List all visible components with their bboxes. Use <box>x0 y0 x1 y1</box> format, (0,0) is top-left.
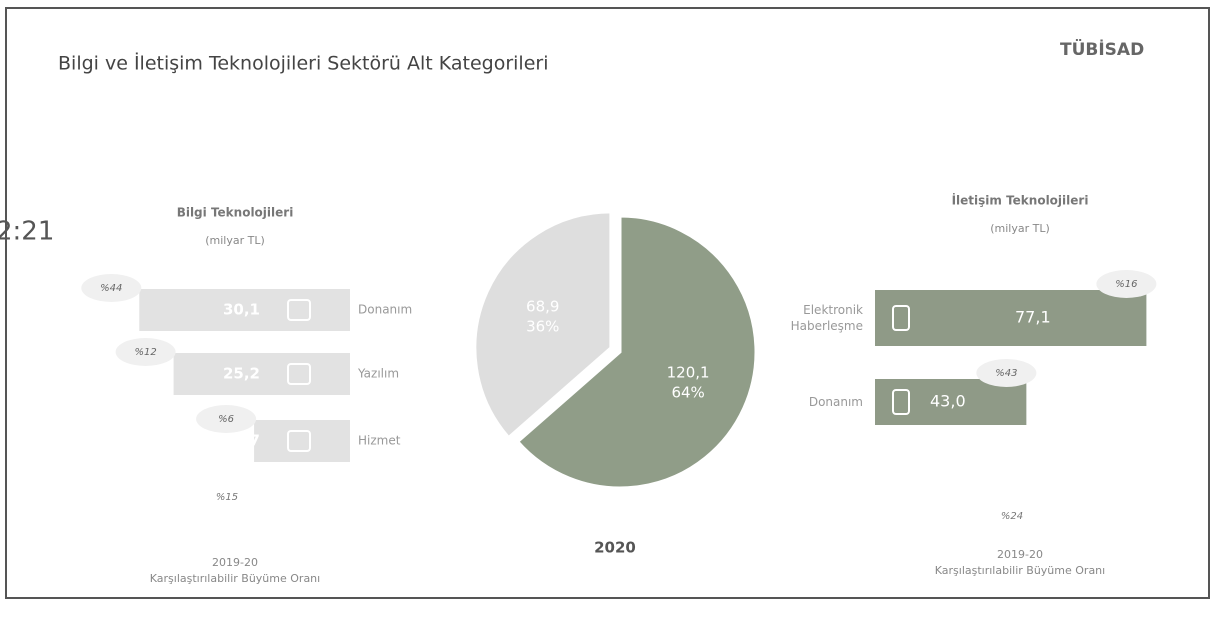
growth-label: %6 <box>218 414 234 425</box>
slice-value: 120,1 <box>667 363 710 381</box>
growth-bubble <box>81 274 142 302</box>
logo: TÜBİSAD <box>1060 38 1144 60</box>
growth-label: %12 <box>134 347 156 358</box>
value-label: 30,1 <box>223 301 260 319</box>
slice-percent: 36% <box>526 317 559 335</box>
growth-label: %43 <box>995 368 1017 379</box>
category-label: Hizmet <box>358 434 401 448</box>
footer: 2019-20 <box>997 548 1043 561</box>
icon <box>892 389 910 415</box>
growth-bubble <box>196 405 257 433</box>
growth-bubble <box>976 359 1037 387</box>
chart-subtitle: (milyar TL) <box>990 222 1050 235</box>
value-label: 77,1 <box>1015 308 1051 327</box>
growth-label: %44 <box>100 283 122 294</box>
category-label: Yazılım <box>357 367 399 381</box>
growth-label: %16 <box>1115 279 1137 290</box>
icon <box>287 430 311 452</box>
icon <box>892 305 910 331</box>
pie-slice <box>473 210 613 440</box>
footer: 2019-20 <box>212 556 258 569</box>
footer: Karşılaştırılabilir Büyüme Oranı <box>150 572 320 585</box>
stamp: 2:21 <box>0 217 54 247</box>
category-label: Elektronik Haberleşme <box>791 303 863 333</box>
category-label: Donanım <box>358 303 412 317</box>
bar <box>875 290 1147 346</box>
slice-value: 68,9 <box>526 297 559 315</box>
category-label: Donanım <box>809 395 863 409</box>
bar <box>139 289 350 331</box>
footer: Karşılaştırılabilir Büyüme Oranı <box>935 564 1105 577</box>
slide-title: Bilgi ve İletişim Teknolojileri Sektörü … <box>58 52 549 75</box>
icon <box>287 363 311 385</box>
total-growth: %15 <box>216 492 238 503</box>
icon <box>287 299 311 321</box>
value-label: 43,0 <box>930 392 966 411</box>
value-label: 25,2 <box>223 365 260 383</box>
slice-percent: 64% <box>671 383 704 401</box>
growth-bubble <box>1096 270 1157 298</box>
total-growth: %24 <box>1001 511 1023 522</box>
chart-title: Bilgi Teknolojileri <box>177 206 294 220</box>
pie-slice <box>515 214 758 490</box>
chart-title: 2020 <box>594 539 636 557</box>
chart-title: İletişim Teknolojileri <box>952 193 1089 208</box>
chart-subtitle: (milyar TL) <box>205 234 265 247</box>
growth-bubble <box>115 338 176 366</box>
bar <box>254 420 350 462</box>
bar <box>173 353 350 395</box>
value-label: 13,7 <box>223 432 260 450</box>
